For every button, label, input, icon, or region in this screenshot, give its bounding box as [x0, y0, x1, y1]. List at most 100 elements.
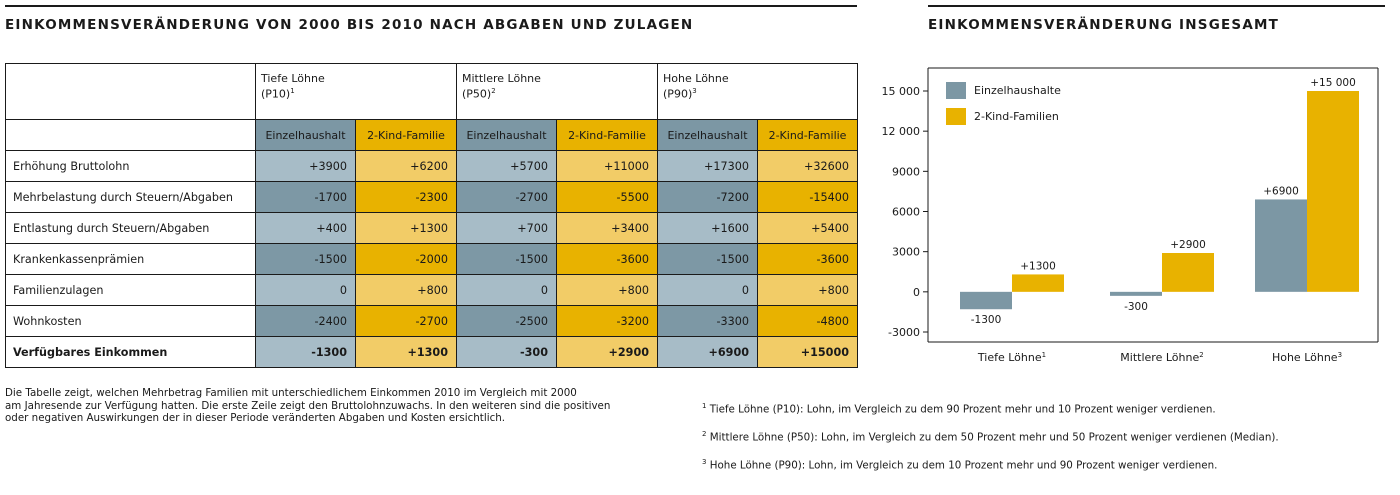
legend-swatch: [946, 82, 966, 99]
group-header-mittlere: Mittlere Löhne (P50)2: [455, 63, 659, 120]
table-cell: -3300: [657, 305, 759, 337]
y-tick-label: 0: [913, 286, 920, 299]
table-cell: -2700: [355, 305, 457, 337]
table-caption: Die Tabelle zeigt, welchen Mehrbetrag Fa…: [5, 387, 611, 424]
y-tick-label: 12 000: [882, 125, 921, 138]
legend-swatch: [946, 108, 966, 125]
group-sup: 1: [290, 87, 295, 95]
bar-einzelhaushalte: [1110, 291, 1162, 296]
table-cell: -3200: [555, 305, 659, 337]
footnote-1: 1 Tiefe Löhne (P10): Lohn, im Vergleich …: [702, 401, 1216, 415]
left-title-rule: [5, 5, 857, 7]
x-category-label: Mittlere Löhne2: [1120, 351, 1203, 364]
table-cell: -2700: [456, 181, 557, 213]
table-cell: +6900: [657, 336, 759, 368]
table-cell: -4800: [757, 305, 859, 337]
table-body: Erhöhung Bruttolohn +3900 +6200 +5700 +11000…: [5, 150, 859, 368]
group-header-tiefe: Tiefe Löhne (P10)1: [255, 63, 457, 120]
table-row: Familienzulagen 0 +800 0 +800 0 +800: [5, 274, 859, 306]
table-cell: +1300: [355, 212, 457, 244]
bar-einzelhaushalte: [960, 291, 1012, 310]
x-category-label: Tiefe Löhne1: [977, 351, 1046, 364]
table-cell: -1500: [456, 243, 557, 275]
table-cell: +1300: [355, 336, 457, 368]
table-row: Krankenkassenprämien -1500 -2000 -1500 -3600…: [5, 243, 859, 275]
group-sup: 2: [491, 87, 496, 95]
bar-value-label: +1300: [1020, 260, 1056, 272]
table-cell: 0: [657, 274, 759, 306]
legend-label: 2-Kind-Familien: [974, 110, 1059, 123]
row-label: Krankenkassenprämien: [5, 243, 256, 275]
row-label: Erhöhung Bruttolohn: [5, 150, 256, 182]
bar-einzelhaushalte: [1255, 199, 1307, 292]
table-cell: +800: [355, 274, 457, 306]
group-sup: 3: [692, 87, 697, 95]
bar-value-label: +15 000: [1310, 77, 1356, 89]
table-cell: -300: [456, 336, 557, 368]
table-cell: +5400: [757, 212, 859, 244]
bar-familien: [1162, 253, 1214, 292]
table-row: Entlastung durch Steuern/Abgaben +400 +130…: [5, 212, 859, 244]
table-cell: -7200: [657, 181, 759, 213]
table-group-header-row: Tiefe Löhne (P10)1 Mittlere Löhne (P50)2…: [5, 63, 859, 120]
table-cell: +800: [757, 274, 859, 306]
table-row: Erhöhung Bruttolohn +3900 +6200 +5700 +11000…: [5, 150, 859, 182]
group-code: (P10): [261, 87, 291, 101]
group-header-hohe: Hohe Löhne (P90)3: [657, 63, 859, 120]
table-cell: +32600: [757, 150, 859, 182]
table-cell: -3600: [555, 243, 659, 275]
table-row: Mehrbelastung durch Steuern/Abgaben -1700…: [5, 181, 859, 213]
table-cell: -1300: [255, 336, 356, 368]
table-cell: +3400: [555, 212, 659, 244]
table-row: Verfügbares Einkommen -1300 +1300 -300 +2900…: [5, 336, 859, 368]
income-table: Tiefe Löhne (P10)1 Mittlere Löhne (P50)2…: [5, 63, 859, 368]
group-code: (P50): [462, 87, 492, 101]
y-tick-label: 15 000: [882, 85, 921, 98]
table-cell: -2000: [355, 243, 457, 275]
table-cell: +1600: [657, 212, 759, 244]
row-label: Familienzulagen: [5, 274, 256, 306]
table-title: EINKOMMENSVERÄNDERUNG VON 2000 BIS 2010 …: [5, 17, 694, 33]
y-tick-label: -3000: [888, 326, 920, 339]
y-tick-label: 9000: [892, 165, 920, 178]
table-cell: -1700: [255, 181, 356, 213]
table-cell: -5500: [555, 181, 659, 213]
y-tick-label: 6000: [892, 206, 920, 219]
bar-value-label: +2900: [1170, 239, 1206, 251]
table-cell: +15000: [757, 336, 859, 368]
row-label: Verfügbares Einkommen: [5, 336, 256, 368]
table-cell: -1500: [255, 243, 356, 275]
table-cell: +17300: [657, 150, 759, 182]
subheader-einzelhaushalt: Einzelhaushalt: [657, 119, 759, 151]
table-cell: -3600: [757, 243, 859, 275]
table-cell: -15400: [757, 181, 859, 213]
table-cell: -1500: [657, 243, 759, 275]
bar-value-label: +6900: [1263, 185, 1299, 197]
table-cell: +2900: [555, 336, 659, 368]
right-title-rule: [928, 5, 1385, 7]
bar-value-label: -300: [1124, 301, 1148, 313]
row-label: Entlastung durch Steuern/Abgaben: [5, 212, 256, 244]
table-cell: 0: [255, 274, 356, 306]
table-cell: -2300: [355, 181, 457, 213]
row-label: Wohnkosten: [5, 305, 256, 337]
subheader-familie: 2-Kind-Familie: [757, 119, 859, 151]
footnote-2: 2 Mittlere Löhne (P50): Lohn, im Verglei…: [702, 429, 1279, 444]
subheader-familie: 2-Kind-Familie: [355, 119, 457, 151]
table-cell: +5700: [456, 150, 557, 182]
subheader-familie: 2-Kind-Familie: [555, 119, 659, 151]
bar-value-label: -1300: [971, 314, 1002, 326]
table-cell: -2500: [456, 305, 557, 337]
table-cell: 0: [456, 274, 557, 306]
table-subheader-row: Einzelhaushalt 2-Kind-Familie Einzelhaus…: [5, 119, 859, 151]
group-code: (P90): [663, 87, 693, 101]
table-cell: -2400: [255, 305, 356, 337]
group-name: Mittlere Löhne: [462, 72, 541, 85]
table-cell: +6200: [355, 150, 457, 182]
x-category-label: Hohe Löhne3: [1272, 351, 1342, 364]
y-tick-label: 3000: [892, 246, 920, 259]
income-change-chart: 15 000 12 000 9000 6000 3000 0 -3000 -1300 +1300…: [882, 67, 1379, 364]
table-cell: +11000: [555, 150, 659, 182]
table-cell: +400: [255, 212, 356, 244]
table-subheader-blank: [5, 119, 256, 151]
